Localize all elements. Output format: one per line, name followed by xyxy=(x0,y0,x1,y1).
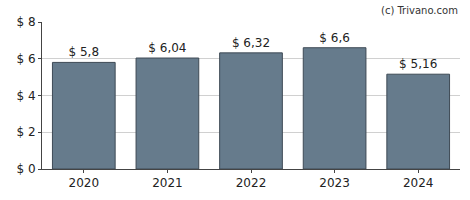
svg-text:2022: 2022 xyxy=(236,176,267,190)
svg-text:$ 6,32: $ 6,32 xyxy=(232,36,270,50)
svg-text:2021: 2021 xyxy=(152,176,183,190)
svg-text:2020: 2020 xyxy=(69,176,100,190)
svg-text:$ 2: $ 2 xyxy=(17,125,36,139)
svg-text:$ 6,6: $ 6,6 xyxy=(319,31,350,45)
svg-text:2024: 2024 xyxy=(403,176,434,190)
svg-text:$ 8: $ 8 xyxy=(17,15,36,29)
svg-text:$ 6,04: $ 6,04 xyxy=(148,41,186,55)
svg-text:$ 6: $ 6 xyxy=(17,52,36,66)
svg-text:$ 5,8: $ 5,8 xyxy=(69,45,100,59)
svg-text:2023: 2023 xyxy=(319,176,350,190)
svg-text:$ 4: $ 4 xyxy=(17,89,36,103)
svg-text:$ 5,16: $ 5,16 xyxy=(399,57,437,71)
svg-text:$ 0: $ 0 xyxy=(17,162,36,176)
svg-text:(c) Trivano.com: (c) Trivano.com xyxy=(381,5,458,16)
